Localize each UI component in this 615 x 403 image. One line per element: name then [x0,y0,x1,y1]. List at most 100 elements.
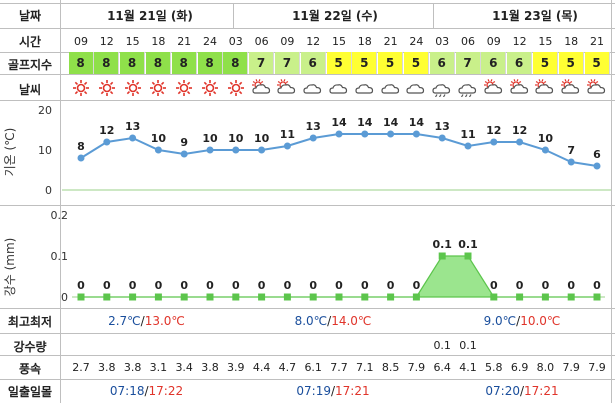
partly-cloudy-icon [561,79,580,94]
rain-value-label: 0 [77,279,85,292]
sun-icon [124,80,141,96]
golf-index-cell: 5 [584,52,610,74]
rain-point [283,293,291,301]
golf-index-cell: 6 [429,52,455,74]
temp-value-label: 14 [357,116,373,129]
temp-point [387,130,395,138]
rain-point [103,293,111,301]
temp-value-label: 11 [280,128,295,141]
minmax-row-label: 최고최저 [7,315,53,329]
golf-index-cell: 8 [197,52,223,74]
hour-label: 21 [590,35,604,48]
hour-label: 09 [74,35,88,48]
rain-value-label: 0 [387,279,395,292]
wind-speed-cell: 2.7 [72,361,90,374]
temp-value-label: 7 [567,144,575,157]
temp-point [567,158,575,166]
rain-area [81,255,597,298]
sun-day-3: 07:20/17:21 [485,384,559,398]
rain-value-label: 0 [155,279,163,292]
temp-point [464,142,472,150]
hour-label: 21 [177,35,192,48]
temperature-chart: 기온 (℃) 0 10 20 8 12 13 10 9 10 10 10 11 13 14 14 14 14 13 1… [3,104,611,197]
temp-point [77,154,85,162]
wind-speed-cell: 4.4 [252,361,271,374]
rain-value-label: 0.1 [458,238,478,251]
time-row-label: 시간 [18,35,42,49]
temp-value-label: 8 [77,140,85,153]
golf-index-cell: 6 [481,52,507,74]
golf-index-cell: 5 [403,52,429,74]
rain-point [361,293,369,301]
wind-speed-cell: 6.4 [433,361,451,374]
max-temp: 14.0℃ [331,314,372,328]
rain-amount-label: 강수량 [13,340,47,354]
weather-row-label: 날씨 [18,83,42,97]
partly-cloudy-icon [535,79,554,94]
rain-cloud-icon [458,84,477,97]
rain-value-label: 0 [103,279,111,292]
temp-point [593,162,601,170]
wind-speed-cell: 7.1 [356,361,374,374]
sun-icon [202,80,218,96]
golf-index-cell: 8 [223,52,249,74]
temp-tick-label: 20 [38,104,52,117]
temp-value-label: 12 [512,124,527,137]
rain-value-label: 0 [180,279,188,292]
rain-point [387,293,395,301]
temp-tick-label: 0 [45,184,52,197]
temp-tick-label: 10 [38,144,52,157]
rain-value-label: 0 [490,279,498,292]
temp-value-label: 14 [331,116,347,129]
hour-label: 18 [357,35,372,48]
hour-label: 09 [486,35,501,48]
minmax-day-3: 9.0℃/10.0℃ [483,314,561,328]
temp-value-label: 11 [460,128,475,141]
precipitation-chart: 강수 (mm)00.10.20 0 0 0 0 0 0 0 0 0 0 0 0 00.1 0.10 0 0 0 0 [3,209,605,304]
golf-index-cell: 6 [507,52,533,74]
max-temp: 13.0℃ [144,314,185,328]
rain-point [154,293,162,301]
temp-point [412,130,420,138]
temp-value-label: 10 [202,132,218,145]
hour-label: 15 [332,35,346,48]
cloud-icon [303,84,322,94]
temp-value-label: 13 [306,120,321,133]
temp-point [438,134,446,142]
wind-speed-cell: 4.1 [459,361,477,374]
golf-index-label: 골프지수 [7,58,53,72]
wind-speed-cell: 3.1 [149,361,168,374]
wind-row-label: 풍속 [18,362,42,376]
rain-amount-cell: 0.1 [459,339,477,352]
wind-speed-cell: 4.7 [278,361,297,374]
temp-point [309,134,317,142]
golf-index-cell: 5 [558,52,584,74]
rain-point [567,293,575,301]
rain-value-label: 0.1 [432,238,452,251]
hour-label: 12 [99,35,114,48]
wind-speed-cell: 7.7 [330,361,348,374]
rain-point [180,293,188,301]
date-label: 11월 23일 (목) [492,9,578,23]
temp-point [516,138,524,146]
temp-value-label: 13 [435,120,450,133]
rain-point [206,293,214,301]
temp-point [541,146,549,154]
rain-value-label: 0 [567,279,575,292]
wind-speed-cell: 8.0 [536,361,555,374]
hour-label: 24 [203,35,217,48]
rain-value-label: 0 [258,279,266,292]
partly-cloudy-icon [251,79,270,94]
wind-speed-cell: 7.9 [562,361,580,374]
hour-label: 12 [512,35,527,48]
temp-value-label: 12 [99,124,114,137]
rain-tick-label: 0 [61,291,68,304]
temp-point [361,130,369,138]
hour-label: 12 [306,35,321,48]
cloud-icon [406,84,425,94]
temp-value-label: 6 [593,148,601,161]
sunset-time: 17:21 [335,384,370,398]
temp-point [490,138,498,146]
temp-point [180,150,188,158]
